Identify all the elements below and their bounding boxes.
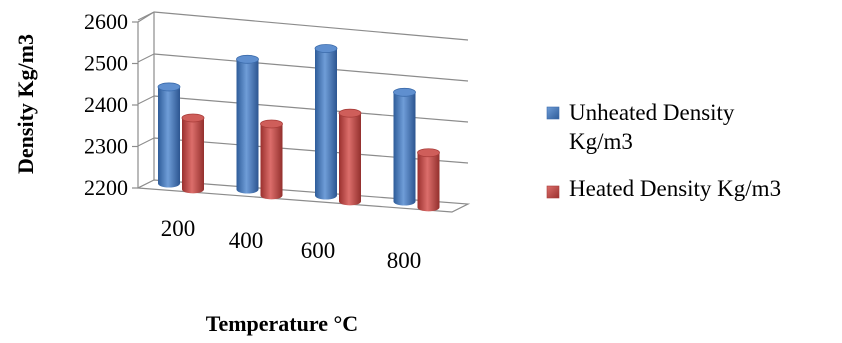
legend: Unheated Density Kg/m3 Heated Density Kg/m… (546, 100, 781, 201)
bar-body (236, 59, 259, 194)
x-tick-label-400: 400 (229, 228, 264, 253)
legend-swatch-1 (546, 185, 560, 199)
gridline (153, 53, 469, 82)
bar-body (417, 152, 440, 212)
bar-top (314, 44, 338, 53)
y-tick-label: 2400 (84, 92, 128, 117)
bars (157, 44, 440, 212)
legend-swatch-0 (546, 106, 560, 120)
bar-heated-400 (260, 119, 283, 200)
bar-body (182, 117, 204, 194)
gridline (153, 11, 469, 41)
gridlines (137, 11, 469, 164)
bar-unheated-600 (314, 44, 338, 200)
gridline-connector (137, 137, 155, 147)
x-tick-label-800: 800 (387, 248, 422, 273)
bar-top (236, 54, 259, 64)
bar-top (157, 82, 181, 92)
bar-body (393, 92, 416, 206)
gridline-connector (137, 95, 155, 105)
y-tick-label: 2200 (84, 175, 128, 200)
bar-heated-800 (417, 148, 440, 212)
y-tick-label: 2500 (84, 51, 128, 76)
bar-unheated-200 (157, 82, 181, 188)
y-tick-label: 2600 (84, 9, 128, 34)
bar-top (393, 87, 416, 97)
x-tick-label-600: 600 (301, 238, 336, 263)
bar-top (181, 113, 205, 123)
gridline (153, 95, 469, 123)
bar-body (260, 123, 283, 200)
y-tick-label: 2300 (84, 134, 128, 159)
bar-body (339, 113, 361, 206)
gridline (153, 137, 469, 164)
bar-unheated-800 (393, 87, 416, 206)
bar-heated-200 (181, 113, 205, 194)
x-axis-ticks: 200 400 600 800 (161, 216, 422, 273)
y-axis-ticks: 2200 2300 2400 2500 2600 (84, 9, 138, 200)
x-tick-label-200: 200 (161, 216, 196, 241)
legend-label-0: Unheated Density Kg/m3 (569, 100, 735, 154)
legend-label-1: Heated Density Kg/m3 (569, 176, 781, 201)
bar-heated-600 (338, 108, 362, 206)
bar-body (315, 48, 337, 200)
bar-top (417, 148, 440, 158)
y-axis-title: Density Kg/m3 (13, 34, 38, 174)
bar-top (338, 108, 362, 118)
x-axis-title: Temperature °C (206, 311, 358, 336)
bar-unheated-400 (236, 54, 259, 194)
gridline-connector (137, 53, 155, 63)
bar-body (158, 86, 180, 188)
gridline-connector (137, 11, 155, 21)
bar-top (260, 119, 283, 129)
